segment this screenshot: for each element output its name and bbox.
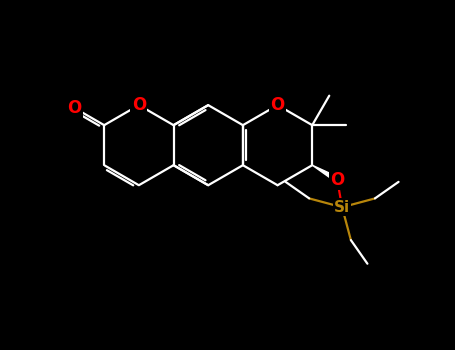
Text: O: O [68,99,82,117]
Text: O: O [132,96,146,114]
Text: O: O [270,96,285,114]
Polygon shape [312,165,339,182]
Text: Si: Si [334,200,350,215]
Text: O: O [330,170,344,189]
